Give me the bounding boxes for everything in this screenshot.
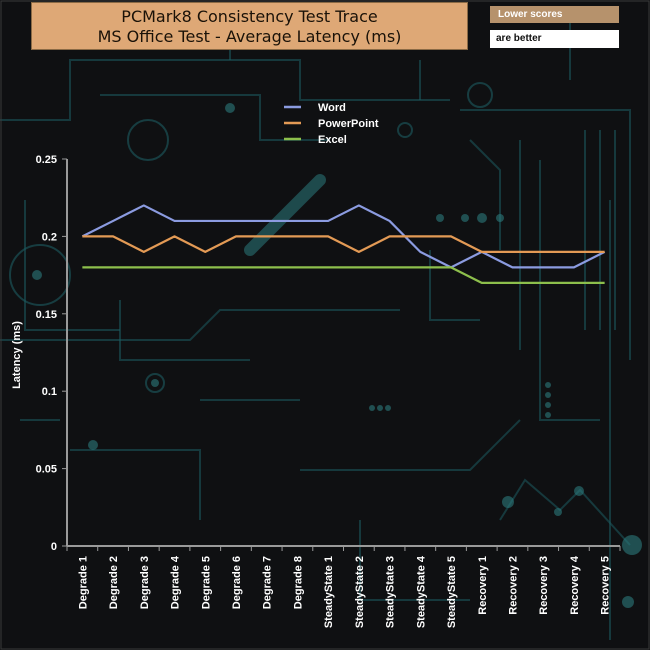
series-line-word — [81, 204, 606, 269]
x-tick-label: Degrade 7 — [262, 556, 274, 609]
y-tick-label: 0.05 — [36, 464, 57, 476]
circuit-node — [574, 486, 584, 496]
circuit-trace — [429, 250, 480, 321]
circuit-trace — [100, 94, 330, 141]
circuit-node — [32, 270, 42, 280]
circuit-trace — [0, 59, 450, 121]
chart-title: PCMark8 Consistency Test Trace — [121, 7, 378, 26]
circuit-node — [545, 402, 551, 408]
y-tick-label: 0.1 — [42, 386, 57, 398]
x-tick-label: Degrade 1 — [77, 556, 89, 609]
x-tick-label: SteadyState 3 — [385, 556, 397, 628]
circuit-ring — [467, 82, 493, 108]
y-tick-label: 0 — [51, 541, 57, 553]
circuit-node — [225, 103, 235, 113]
circuit-ring — [9, 244, 71, 306]
circuit-node — [477, 213, 487, 223]
x-tick-label: Recovery 1 — [477, 556, 489, 615]
x-tick-label: Recovery 3 — [538, 556, 550, 615]
circuit-node — [545, 412, 551, 418]
circuit-node — [622, 596, 634, 608]
y-tick-label: 0.2 — [42, 231, 57, 243]
circuit-node — [369, 405, 375, 411]
axes: 0 0.05 0.1 0.15 0.2 0.25 Degrade 1 Degrade 2 Deg… — [36, 154, 621, 628]
circuit-node — [502, 496, 514, 508]
circuit-trace — [300, 419, 521, 471]
circuit-node — [554, 508, 562, 516]
circuit-node — [545, 392, 551, 398]
x-tick-label: SteadyState 1 — [323, 556, 335, 628]
x-tick-label: Recovery 5 — [600, 556, 612, 615]
are-better-note: are better — [490, 30, 619, 48]
legend-label-word: Word — [318, 102, 346, 114]
circuit-bus — [244, 174, 326, 256]
circuit-node — [385, 405, 391, 411]
series-line-powerpoint — [82, 235, 605, 253]
x-tick-label: SteadyState 4 — [415, 555, 427, 628]
circuit-ring — [127, 119, 169, 161]
x-tick-label: Degrade 3 — [139, 556, 151, 609]
chart-subtitle: MS Office Test - Average Latency (ms) — [97, 27, 402, 46]
circuit-node — [622, 535, 642, 555]
circuit-trace — [539, 160, 600, 421]
circuit-ring — [397, 122, 413, 138]
circuit-ring — [145, 373, 165, 393]
circuit-node — [151, 379, 159, 387]
x-tick-label: Degrade 8 — [292, 556, 304, 609]
y-axis-label: Latency (ms) — [11, 321, 23, 389]
circuit-trace — [24, 200, 120, 331]
circuit-trace — [460, 109, 631, 360]
circuit-node — [545, 382, 551, 388]
x-tick-label: Recovery 2 — [507, 556, 519, 615]
x-tick-label: Degrade 5 — [200, 556, 212, 609]
x-tick-label: Degrade 6 — [231, 556, 243, 609]
legend-label-excel: Excel — [318, 134, 347, 146]
legend: Word PowerPoint Excel — [284, 102, 379, 146]
circuit-node — [88, 440, 98, 450]
x-tick-label: Degrade 4 — [170, 555, 182, 609]
circuit-node — [461, 214, 469, 222]
y-tick-label: 0.25 — [36, 154, 57, 166]
circuit-node — [436, 214, 444, 222]
chart-title-box: PCMark8 Consistency Test Trace MS Office… — [31, 2, 468, 50]
x-tick-label: Recovery 4 — [569, 555, 581, 615]
lower-scores-note: Lower scores — [490, 6, 619, 23]
series-line-excel — [82, 266, 605, 284]
series-lines — [81, 204, 606, 284]
x-tick-label: SteadyState 2 — [354, 556, 366, 628]
circuit-node — [377, 405, 383, 411]
circuit-node — [496, 214, 504, 222]
circuit-trace — [0, 309, 400, 341]
circuit-trace — [119, 300, 250, 361]
circuit-trace — [70, 449, 201, 520]
x-tick-label: Degrade 2 — [108, 556, 120, 609]
circuit-trace — [469, 139, 501, 250]
legend-label-powerpoint: PowerPoint — [318, 118, 379, 130]
y-tick-label: 0.15 — [36, 309, 57, 321]
x-tick-label: SteadyState 5 — [446, 556, 458, 628]
